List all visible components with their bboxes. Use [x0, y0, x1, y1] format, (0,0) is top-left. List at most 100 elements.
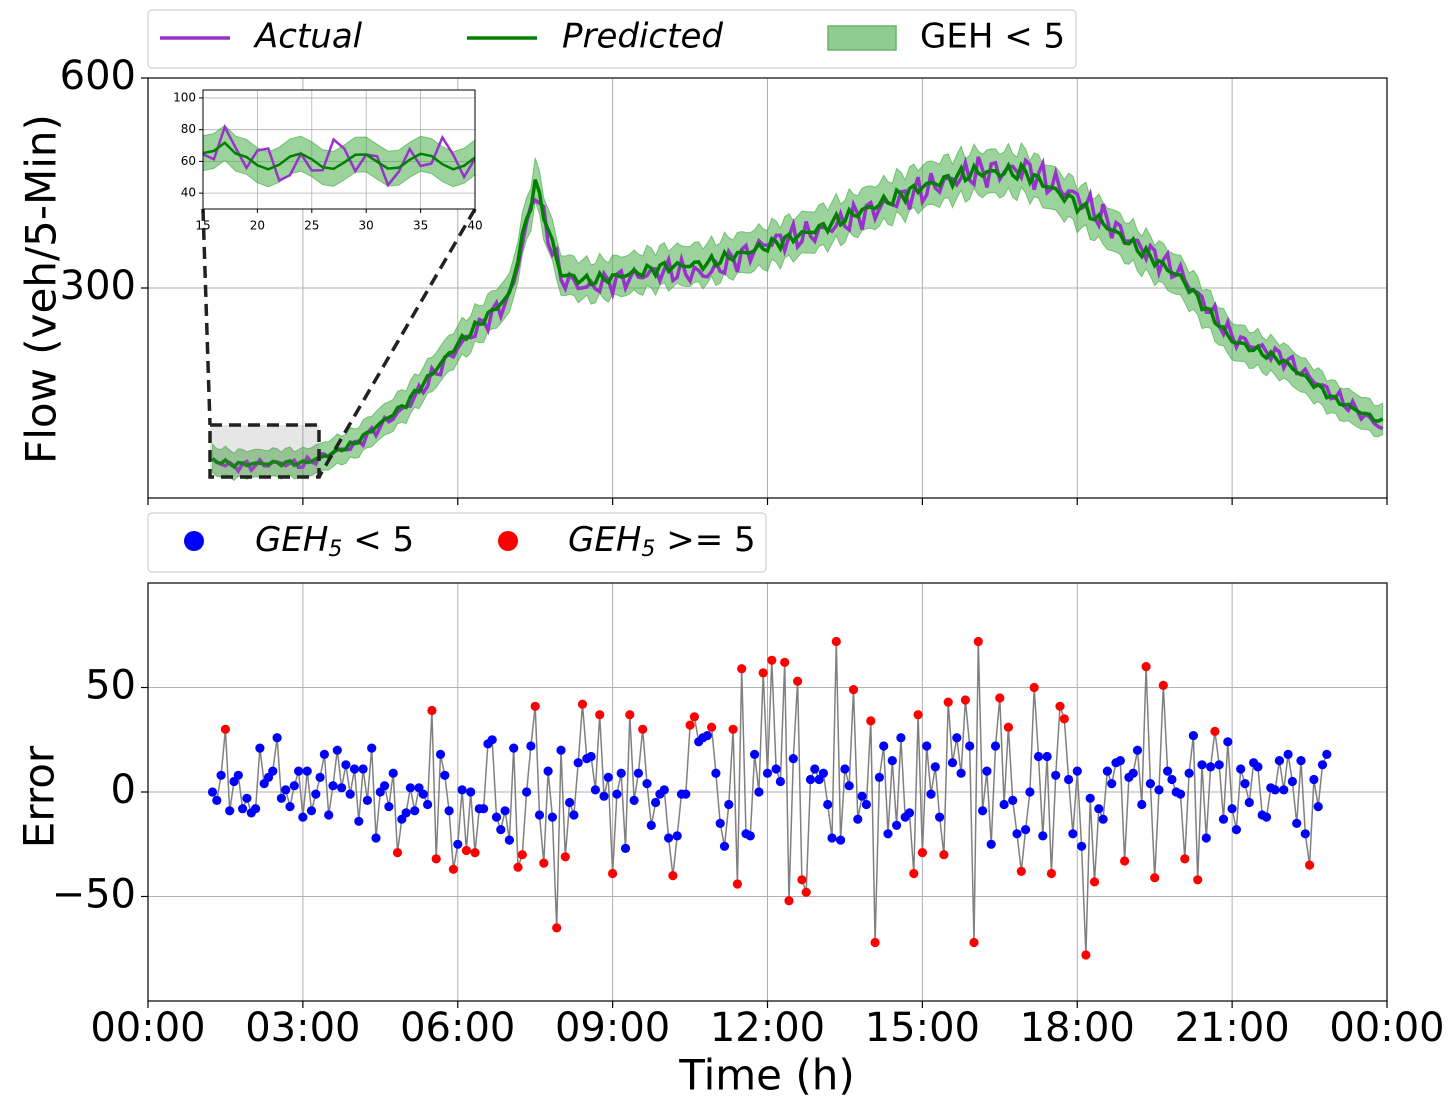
error-point-ok	[1214, 760, 1224, 770]
error-point-ok	[526, 741, 536, 751]
error-legend: GEH5 < 5 GEH5 >= 5	[147, 512, 767, 573]
error-point-ok	[810, 764, 820, 774]
inset-x-tick-label: 35	[413, 219, 428, 233]
error-point-ok	[1115, 756, 1125, 766]
error-point-ok	[904, 808, 915, 818]
error-point-high	[848, 685, 859, 695]
inset-x-tick-label: 40	[467, 219, 482, 233]
error-y-tick-label: 50	[85, 663, 136, 709]
error-point-ok	[1098, 814, 1108, 824]
error-point-ok	[1012, 829, 1022, 839]
error-point-ok	[1240, 779, 1250, 789]
error-point-high	[1180, 854, 1190, 864]
error-point-ok	[319, 749, 329, 760]
error-point-ok	[1068, 829, 1078, 839]
error-point-high	[577, 699, 588, 709]
error-point-ok	[823, 799, 833, 810]
zoom-box	[208, 423, 321, 479]
error-point-ok	[1132, 745, 1143, 755]
error-point-ok	[212, 795, 222, 806]
error-point-high	[448, 864, 458, 874]
error-point-ok	[1072, 766, 1082, 776]
error-point-ok	[418, 789, 428, 799]
error-point-ok	[771, 764, 781, 774]
error-point-ok	[612, 789, 622, 799]
error-point-ok	[294, 766, 304, 776]
error-point-ok	[896, 733, 906, 743]
error-point-ok	[543, 766, 553, 776]
error-point-ok	[1184, 768, 1194, 778]
error-point-ok	[573, 758, 583, 768]
error-point-ok	[947, 758, 958, 768]
error-point-ok	[1128, 768, 1138, 778]
error-point-ok	[281, 785, 291, 795]
flow-legend: Actual Predicted GEH < 5	[147, 9, 1077, 69]
error-point-ok	[1300, 829, 1310, 839]
error-point-ok	[1253, 762, 1263, 772]
flow-x-ticks	[147, 498, 1388, 505]
error-point-ok	[1206, 762, 1216, 772]
error-point-ok	[354, 816, 364, 826]
error-point-ok	[1025, 787, 1035, 797]
inset-x-tick-label: 15	[195, 219, 210, 233]
error-point-ok	[883, 829, 893, 839]
error-legend-box	[147, 512, 767, 573]
error-point-ok	[762, 768, 773, 778]
error-point-high	[1059, 714, 1069, 724]
error-point-ok	[754, 787, 764, 797]
error-point-ok	[719, 841, 730, 851]
error-grid	[148, 583, 1387, 1001]
error-point-ok	[857, 791, 867, 801]
error-point-ok	[1309, 774, 1319, 785]
error-point-ok	[255, 743, 265, 753]
error-y-tick-label: 0	[111, 767, 136, 813]
error-point-ok	[569, 810, 579, 820]
error-point-high	[939, 850, 949, 860]
error-point-ok	[990, 741, 1001, 751]
error-point-high	[801, 887, 811, 897]
error-point-ok	[603, 772, 613, 783]
error-point-high	[638, 724, 648, 734]
error-point-ok	[1279, 785, 1289, 795]
error-point-high	[784, 896, 794, 906]
error-point-ok	[930, 762, 940, 772]
error-point-ok	[268, 766, 278, 776]
error-point-ok	[646, 820, 656, 831]
error-point-ok	[345, 789, 355, 799]
error-point-ok	[435, 749, 446, 760]
error-point-ok	[487, 735, 497, 745]
error-point-ok	[651, 797, 661, 808]
error-point-ok	[384, 802, 394, 812]
error-point-high	[689, 712, 700, 722]
error-point-high	[943, 697, 953, 707]
error-point-ok	[642, 779, 652, 789]
error-point-high	[1016, 866, 1026, 877]
error-point-high	[1081, 950, 1091, 960]
error-point-ok	[349, 764, 360, 774]
error-point-ok	[556, 745, 566, 755]
error-point-high	[707, 722, 717, 732]
error-point-high	[552, 923, 562, 933]
error-point-ok	[388, 768, 398, 778]
error-point-ok	[272, 733, 282, 743]
error-point-high	[973, 636, 983, 647]
error-point-ok	[423, 799, 433, 810]
error-point-ok	[664, 833, 674, 843]
error-point-high	[1055, 701, 1065, 711]
error-point-ok	[1038, 831, 1048, 841]
error-point-ok	[1167, 774, 1177, 785]
error-point-ok	[298, 812, 308, 822]
error-point-ok	[1021, 825, 1031, 835]
x-tick-label: 12:00	[710, 1005, 825, 1051]
error-point-ok	[1197, 760, 1207, 770]
error-point-high	[1141, 662, 1151, 672]
error-point-ok	[466, 787, 476, 797]
error-point-ok	[341, 760, 351, 770]
error-point-high	[560, 852, 570, 862]
error-point-ok	[978, 806, 988, 816]
error-point-high	[625, 710, 635, 720]
error-point-high	[530, 701, 540, 711]
error-point-ok	[1287, 776, 1297, 787]
error-point-ok	[496, 825, 506, 835]
